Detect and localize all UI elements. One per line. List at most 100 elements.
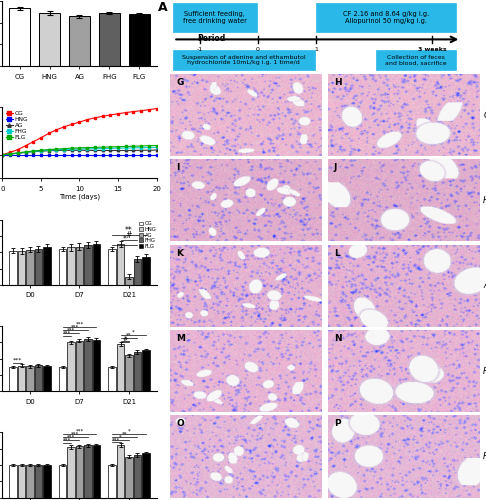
Text: Collection of feces
and blood, sacrifice: Collection of feces and blood, sacrifice [385,54,447,66]
Text: ***: *** [71,432,79,437]
Bar [9,465,17,498]
Bar [59,249,67,285]
Bar [142,350,150,391]
Text: N: N [334,334,341,343]
Bar [84,446,92,498]
Text: O: O [176,420,184,428]
Text: FLG: FLG [483,452,486,461]
Text: Sufficient feeding,
free drinking water: Sufficient feeding, free drinking water [183,12,246,24]
Text: ***: *** [63,330,71,336]
Text: *: * [123,336,126,340]
Bar [76,340,83,391]
Legend: CG, HNG, AG, FHG, FLG: CG, HNG, AG, FHG, FLG [5,110,29,140]
Bar [26,250,34,285]
Bar [43,366,51,391]
Text: ***: *** [75,429,84,434]
Bar [92,446,100,498]
Text: **: ** [125,226,133,235]
Text: Period: Period [197,34,226,42]
Bar [43,465,51,498]
Bar [67,248,75,285]
Text: A: A [158,1,168,14]
Text: ***: *** [71,324,79,330]
Bar [99,13,120,66]
Bar [18,366,25,391]
Text: **: ** [122,432,127,436]
Bar [117,446,124,498]
Text: G: G [176,78,184,87]
Text: L: L [334,249,339,258]
Bar [39,13,60,66]
Text: #: # [126,230,132,239]
Text: 3 weeks: 3 weeks [418,47,447,52]
Bar [108,465,116,498]
Text: 0: 0 [256,47,260,52]
Bar [35,465,42,498]
Bar [92,244,100,285]
Bar [76,446,83,498]
FancyBboxPatch shape [376,50,456,70]
Bar [18,250,25,285]
Bar [92,340,100,391]
Text: FHG: FHG [483,366,486,376]
Text: Suspension of adenine and ethambutol
hydrochloride 10mL/kg i.g. 1 time/d: Suspension of adenine and ethambutol hyd… [182,54,306,66]
Text: ***: *** [75,322,84,326]
Text: J: J [334,164,337,172]
Bar [125,356,133,391]
Bar [9,8,30,66]
Text: ***: *** [13,358,22,363]
Text: K: K [176,249,184,258]
Text: -1: -1 [196,47,203,52]
FancyBboxPatch shape [173,3,257,32]
Bar [108,366,116,391]
Text: **: ** [126,332,132,338]
Bar [26,465,34,498]
Bar [43,248,51,285]
Bar [59,465,67,498]
Bar [67,447,75,498]
Text: P: P [334,420,340,428]
Text: #: # [122,336,127,342]
Bar [125,276,133,285]
Text: ***: *** [112,437,121,442]
Bar [134,455,141,498]
Bar [9,250,17,285]
Bar [142,257,150,285]
Bar [129,14,150,66]
Bar [142,454,150,498]
Text: CG: CG [483,110,486,120]
Bar [9,366,17,391]
Bar [26,366,34,391]
FancyBboxPatch shape [316,3,456,32]
FancyBboxPatch shape [173,50,315,70]
Bar [134,352,141,391]
Bar [117,344,124,391]
Text: M: M [176,334,186,343]
Bar [35,366,42,391]
Bar [84,245,92,285]
Text: CF 2.16 and 8.64 g/kg i.g.
Allopurinol 50 mg/kg i.g.: CF 2.16 and 8.64 g/kg i.g. Allopurinol 5… [343,12,429,24]
Text: *: * [119,434,122,440]
Text: *: * [123,235,127,244]
Text: H: H [334,78,341,87]
Text: 1: 1 [314,47,318,52]
Bar [134,258,141,285]
Text: *: * [128,428,130,434]
Text: ***: *** [67,328,75,332]
Legend: CG, HNG, AG, FHG, FLG: CG, HNG, AG, FHG, FLG [139,221,157,249]
Text: AG: AG [483,282,486,290]
Bar [69,16,90,66]
Bar [117,244,124,285]
Bar [59,366,67,391]
Text: HNG: HNG [483,196,486,205]
Text: ***: *** [63,438,71,442]
Bar [108,249,116,285]
Bar [35,249,42,285]
Bar [84,339,92,391]
Bar [125,457,133,498]
Bar [76,246,83,285]
X-axis label: Time (days): Time (days) [59,194,100,200]
Text: ***: *** [67,434,75,440]
Bar [67,342,75,391]
Text: I: I [176,164,180,172]
